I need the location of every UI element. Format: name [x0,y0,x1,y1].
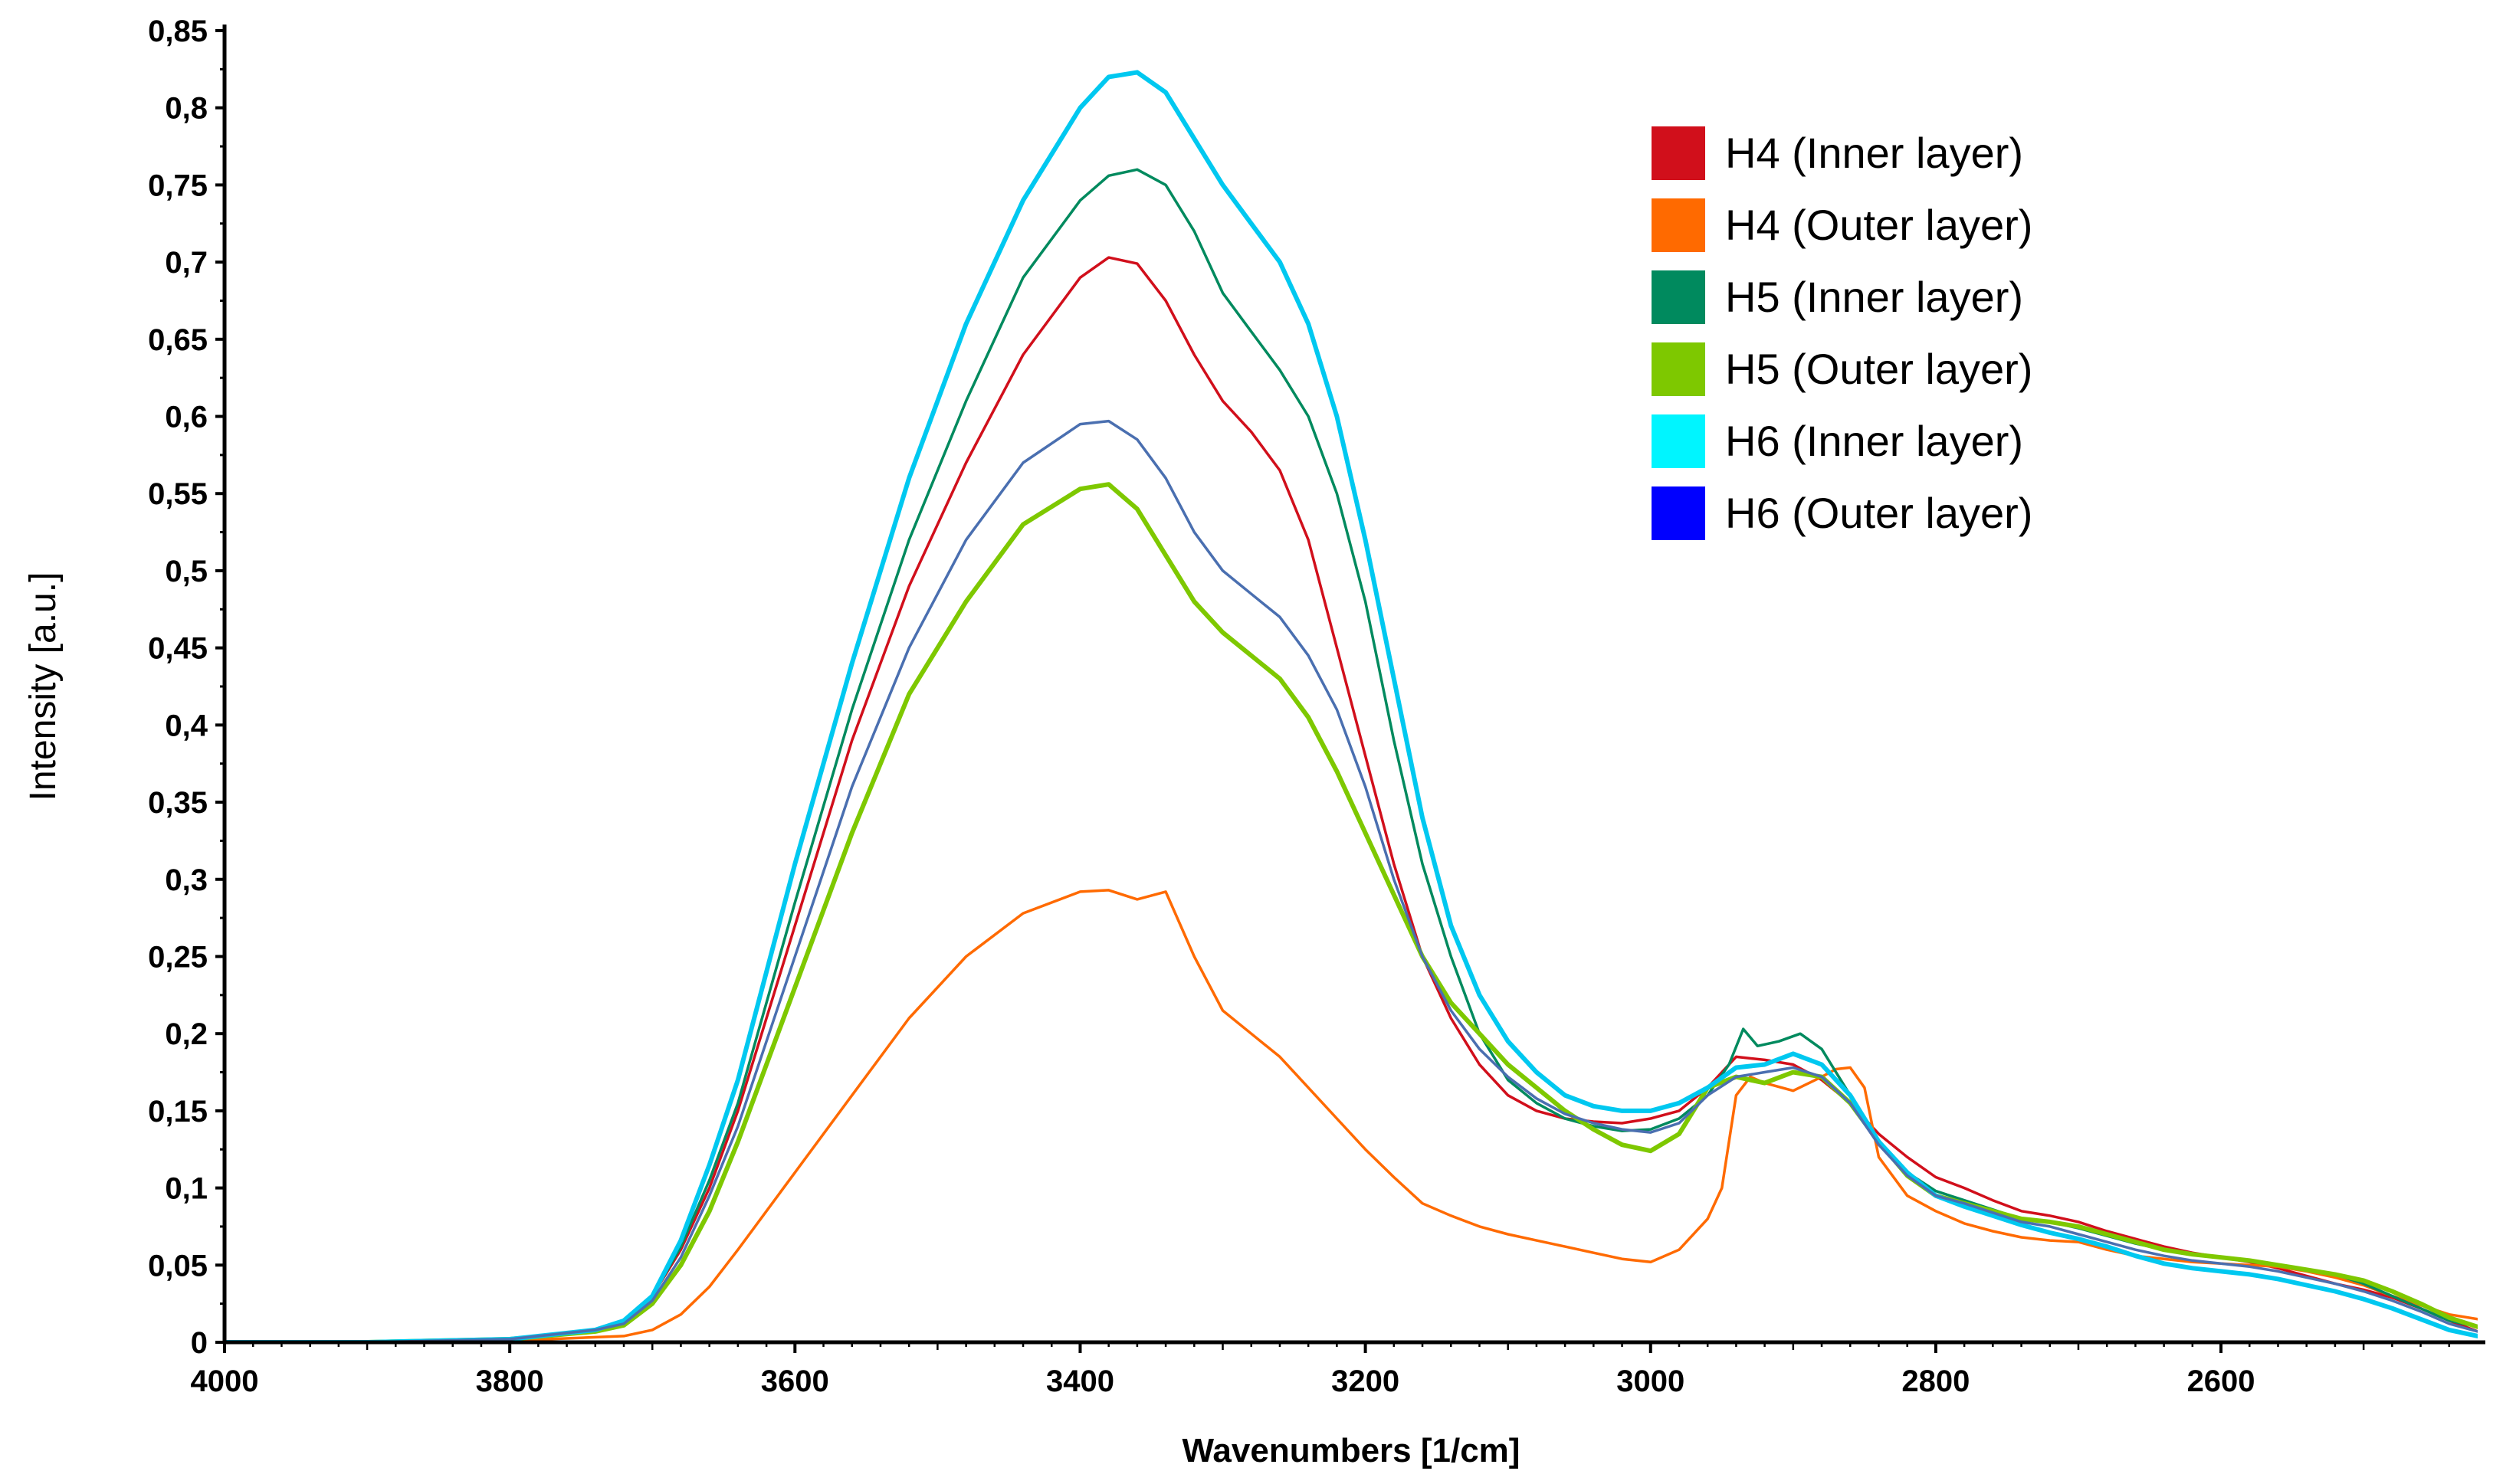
x-tick-label: 3800 [476,1364,544,1398]
y-tick-label: 0,75 [148,169,208,202]
legend-label-h4-outer-layer: H4 (Outer layer) [1725,201,2032,249]
series-line-h5-outer-layer [225,482,2478,1342]
x-tick-label: 3200 [1331,1364,1399,1398]
x-tick-label: 3000 [1616,1364,1684,1398]
x-axis-title: Wavenumbers [1/cm] [1183,1432,1520,1469]
legend-label-h6-inner-layer: H6 (Inner layer) [1725,417,2023,465]
y-tick-label: 0 [191,1326,208,1360]
y-tick-label: 0,6 [165,401,208,434]
legend-swatch-h5-outer-layer [1652,342,1705,396]
legend-swatch-h6-outer-layer [1652,486,1705,540]
legend-label-h4-inner-layer: H4 (Inner layer) [1725,129,2023,177]
legend-swatch-h4-outer-layer [1652,198,1705,252]
y-tick-label: 0,1 [165,1172,208,1206]
y-tick-label: 0,3 [165,863,208,897]
series-line-h6-outer-layer [225,419,2478,1342]
ticks-layer: 0 0,05 0,1 0,15 0,2 0,25 0,3 0,35 0,4 0,45 0,5 0,55… [148,15,2451,1398]
y-tick-label: 0,65 [148,323,208,357]
y-tick-label: 0,55 [148,477,208,511]
legend-label-h6-outer-layer: H6 (Outer layer) [1725,489,2032,537]
y-tick-label: 0,7 [165,246,208,280]
legend-label-h5-outer-layer: H5 (Outer layer) [1725,345,2032,393]
x-tick-label: 4000 [191,1364,259,1398]
axes-layer [222,25,2485,1345]
legend: H4 (Inner layer) H4 (Outer layer) H5 (Inne… [1652,126,2032,540]
y-tick-label: 0,2 [165,1017,208,1051]
legend-swatch-h6-inner-layer [1652,414,1705,468]
x-tick-label: 3600 [761,1364,829,1398]
legend-swatch-h4-inner-layer [1652,126,1705,180]
y-tick-label: 0,15 [148,1095,208,1129]
x-tick-label: 3400 [1046,1364,1114,1398]
x-tick-label: 2600 [2187,1364,2255,1398]
y-tick-label: 0,85 [148,15,208,48]
y-tick-label: 0,35 [148,786,208,820]
y-tick-label: 0,5 [165,555,208,588]
legend-swatch-h5-inner-layer [1652,270,1705,324]
series-line-h5-inner-layer [225,168,2478,1342]
y-tick-label: 0,4 [165,709,208,742]
x-tick-label: 2800 [1901,1364,1970,1398]
legend-label-h5-inner-layer: H5 (Inner layer) [1725,273,2023,321]
y-tick-label: 0,45 [148,632,208,666]
y-tick-label: 0,05 [148,1249,208,1283]
y-axis-title: Intensity [a.u.] [23,572,64,801]
y-tick-label: 0,8 [165,92,208,126]
y-tick-label: 0,25 [148,940,208,974]
series-line-h4-outer-layer [225,889,2478,1342]
series-layer [225,70,2478,1342]
series-line-h6-inner-layer [225,70,2478,1342]
